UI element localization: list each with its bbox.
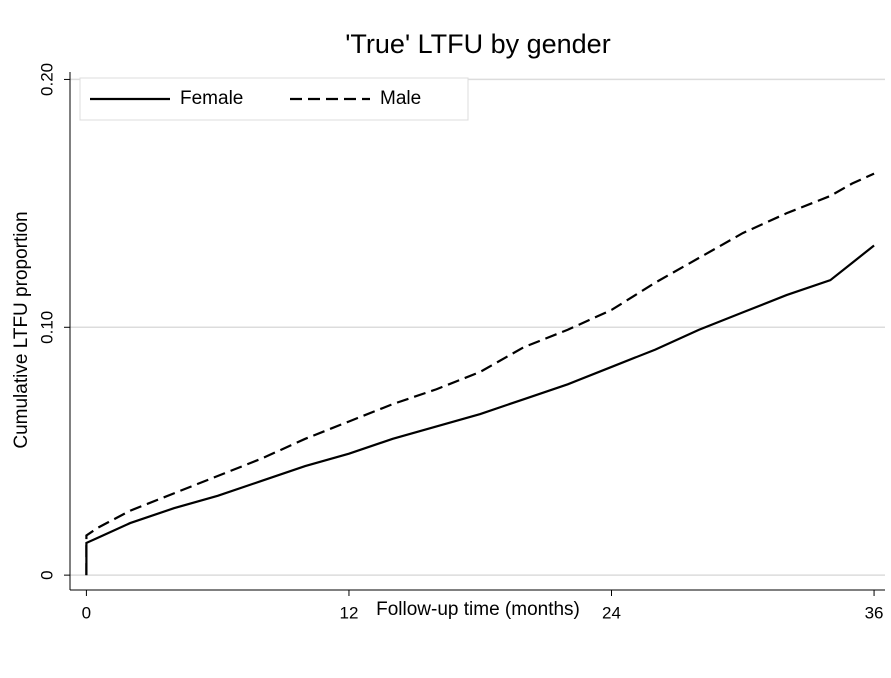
y-tick-label: 0.20: [37, 63, 56, 96]
y-tick-label: 0: [37, 570, 56, 579]
x-tick-label: 24: [602, 603, 621, 622]
y-tick-label: 0.10: [37, 311, 56, 344]
x-axis-label: Follow-up time (months): [376, 599, 580, 620]
x-tick-label: 0: [82, 603, 91, 622]
legend-label: Male: [380, 88, 421, 109]
series-line: [85, 172, 875, 576]
x-tick-label: 36: [865, 603, 884, 622]
legend-label: Female: [180, 88, 243, 109]
chart-title: 'True' LTFU by gender: [345, 29, 610, 59]
series-line: [85, 244, 875, 576]
y-axis-label: Cumulative LTFU proportion: [11, 211, 32, 448]
x-tick-label: 12: [339, 603, 358, 622]
